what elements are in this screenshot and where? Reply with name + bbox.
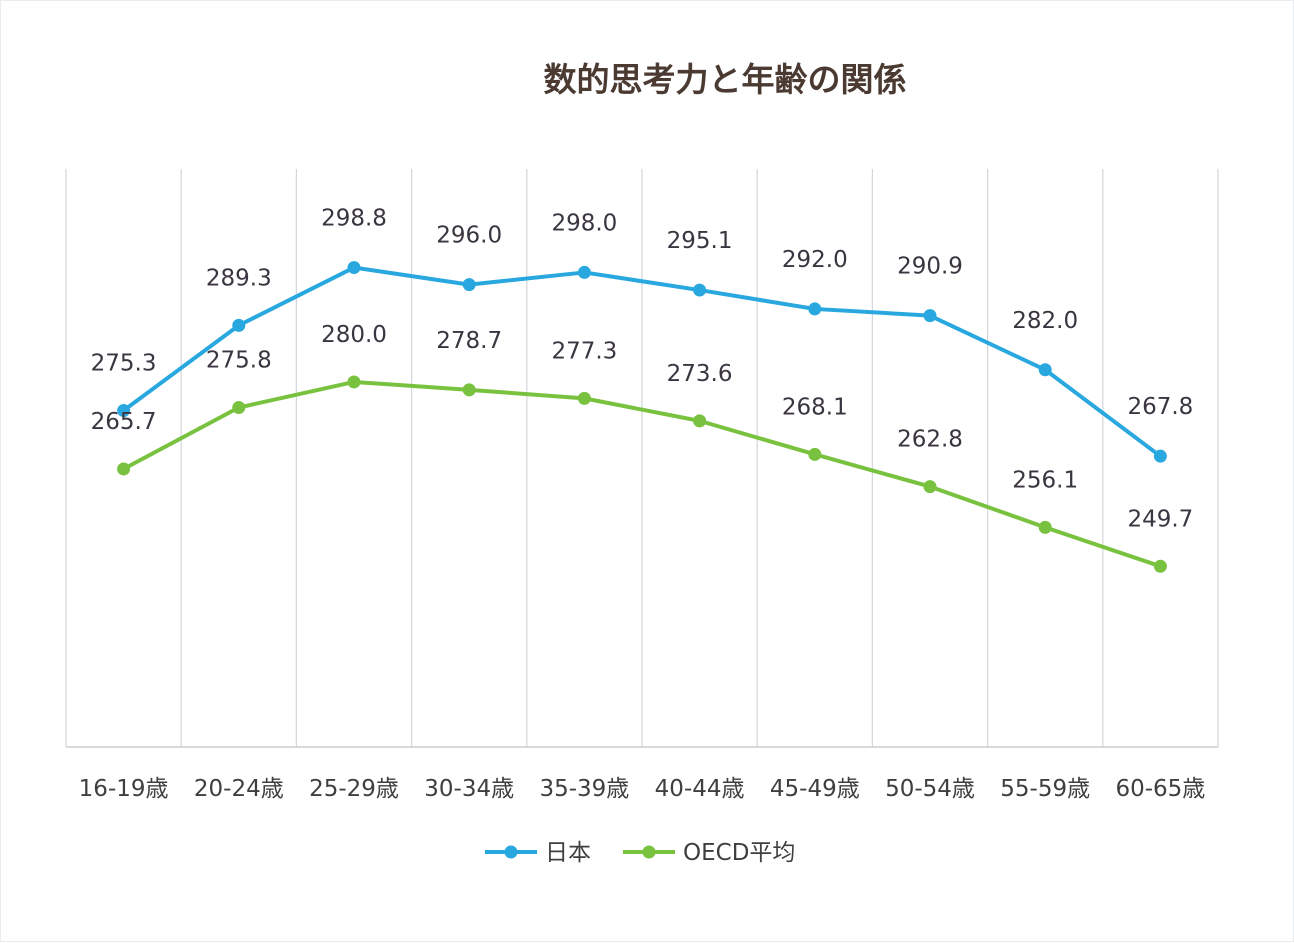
data-point (808, 447, 822, 461)
data-point (462, 383, 476, 397)
data-label: 290.9 (897, 254, 963, 280)
series-line (122, 379, 1162, 569)
data-point (232, 401, 246, 415)
data-label: 298.0 (551, 210, 617, 236)
data-point (577, 265, 591, 279)
data-label: 273.6 (667, 361, 733, 387)
data-label: 277.3 (551, 338, 617, 364)
x-tick-label: 30-34歳 (424, 776, 514, 802)
series-layer (117, 261, 1167, 573)
data-label: 296.0 (436, 223, 502, 249)
data-label: 298.8 (321, 206, 387, 232)
data-point (1153, 449, 1167, 463)
data-point (577, 391, 591, 405)
data-label: 275.8 (206, 348, 272, 374)
x-tick-label: 55-59歳 (1000, 776, 1090, 802)
legend-label: 日本 (545, 840, 591, 866)
data-point (808, 302, 822, 316)
legend-label: OECD平均 (683, 840, 795, 866)
data-point (462, 278, 476, 292)
data-label: 249.7 (1127, 506, 1193, 532)
data-label: 265.7 (91, 409, 157, 435)
legend-swatch-marker (642, 845, 656, 859)
data-point (693, 414, 707, 428)
x-tick-label: 35-39歳 (539, 776, 629, 802)
legend-swatch-marker (504, 845, 518, 859)
data-label: 295.1 (667, 228, 733, 254)
x-tick-label: 20-24歳 (194, 776, 284, 802)
x-tick-label: 60-65歳 (1115, 776, 1205, 802)
data-label: 278.7 (436, 328, 502, 354)
x-tick-label: 16-19歳 (79, 776, 169, 802)
data-point (693, 283, 707, 297)
x-axis: 16-19歳 20-24歳 25-29歳 30-34歳 35-39歳 40-44歳 45-4… (66, 746, 1218, 802)
data-point (1038, 363, 1052, 377)
data-point (923, 309, 937, 323)
data-label: 282.0 (1012, 308, 1078, 334)
legend: 日本 OECD平均 (485, 840, 795, 866)
data-point (347, 375, 361, 389)
series-line (122, 265, 1162, 458)
data-point (1153, 559, 1167, 573)
x-tick-label: 25-29歳 (309, 776, 399, 802)
data-point (232, 318, 246, 332)
data-point (1038, 520, 1052, 534)
x-tick-label: 45-49歳 (770, 776, 860, 802)
x-tick-label: 40-44歳 (655, 776, 745, 802)
x-tick-label: 50-54歳 (885, 776, 975, 802)
data-label: 289.3 (206, 265, 272, 291)
data-point (117, 404, 131, 418)
data-label: 292.0 (782, 247, 848, 273)
data-label: 267.8 (1127, 394, 1193, 420)
data-point (117, 462, 131, 476)
data-point (347, 261, 361, 275)
data-label: 280.0 (321, 322, 387, 348)
data-labels: 275.3 289.3 298.8 296.0 298.0 295.1 292.0 290.9… (91, 206, 1194, 533)
data-label: 268.1 (782, 394, 848, 420)
data-label: 256.1 (1012, 467, 1078, 493)
grid-lines (65, 169, 1219, 747)
data-label: 262.8 (897, 427, 963, 453)
data-label: 275.3 (91, 351, 157, 377)
chart-title: 数的思考力と年齢の関係 (544, 60, 907, 99)
data-point (923, 480, 937, 494)
